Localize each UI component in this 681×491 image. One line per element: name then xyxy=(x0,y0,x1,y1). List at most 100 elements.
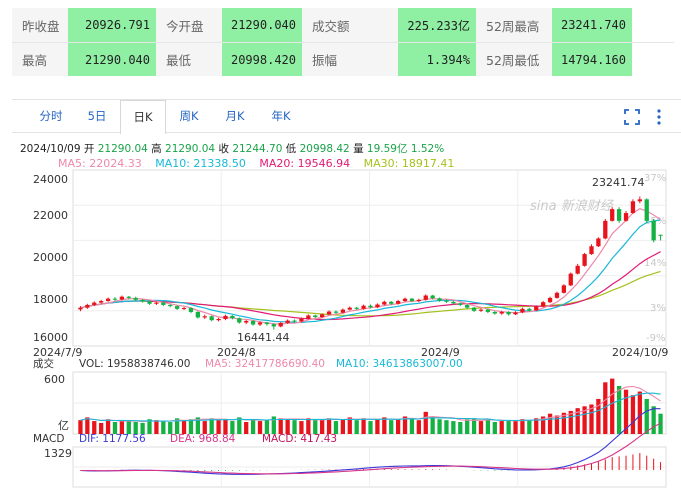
volume-bar xyxy=(133,422,138,434)
candle-body xyxy=(444,300,449,302)
volume-bar xyxy=(292,420,297,434)
volume-bar xyxy=(85,417,90,434)
week52-high-value: 23241.740 xyxy=(552,8,632,42)
low-label: 最低 xyxy=(156,43,222,76)
macd-dif: DIF: 1177.56 xyxy=(79,433,146,445)
pct-tick-37: 37% xyxy=(644,173,666,184)
candle-body xyxy=(133,297,138,300)
candle-body xyxy=(527,308,532,311)
tab-monthly-k[interactable]: 月K xyxy=(225,109,245,123)
tab-5day[interactable]: 5日 xyxy=(87,109,107,123)
volume-bar xyxy=(119,420,125,434)
ma20-legend: MA20: 19546.94 xyxy=(259,157,351,170)
volume-bar xyxy=(271,416,276,434)
candle-body xyxy=(140,299,145,302)
info-low: 20998.42 xyxy=(299,143,350,155)
volume-bar xyxy=(409,418,415,434)
volume-bar xyxy=(623,389,629,434)
volume-bar xyxy=(333,421,339,434)
volume-bar xyxy=(395,419,401,434)
min-price-annotation: 16441.44 xyxy=(237,331,290,344)
candle-body xyxy=(471,307,477,311)
volume-bar xyxy=(534,418,539,434)
volume-bar xyxy=(313,420,318,434)
turnover-value: 225.233亿 xyxy=(398,8,476,42)
volume-bar xyxy=(244,422,249,434)
volume-bar xyxy=(209,418,214,434)
candle-body xyxy=(513,312,518,315)
volume-ma10-line xyxy=(80,392,661,422)
candle-body xyxy=(202,316,207,318)
amplitude-label: 振幅 xyxy=(302,43,398,76)
info-close: 21244.70 xyxy=(232,143,283,155)
volume-bar xyxy=(465,419,470,434)
volume-bar xyxy=(168,422,173,434)
volume-bar xyxy=(616,386,622,434)
candle-body xyxy=(257,322,263,325)
candle-body xyxy=(596,238,601,247)
candle-body xyxy=(651,220,656,241)
volume-bar xyxy=(257,421,263,434)
volume-bar xyxy=(402,416,408,434)
candle-body xyxy=(92,302,97,305)
candle-body xyxy=(147,301,152,304)
volume-bar xyxy=(354,420,359,434)
info-close-label: 收 xyxy=(218,143,229,155)
info-change: 1.52% xyxy=(410,143,445,155)
candle-body xyxy=(437,298,442,301)
candle-body xyxy=(485,309,491,312)
ma10-line xyxy=(80,219,661,324)
volume-ma10: MA10: 34613863007.00 xyxy=(336,358,463,370)
ma30-line xyxy=(80,270,661,317)
x-label-end: 2024/10/9 xyxy=(612,346,668,359)
tab-daily-k[interactable]: 日K xyxy=(120,100,166,134)
expand-icon[interactable] xyxy=(623,108,641,126)
open-label: 今开盘 xyxy=(156,8,222,42)
candle-body xyxy=(174,306,180,309)
prev-close-label: 昨收盘 xyxy=(12,8,68,42)
pct-tick-3: 3% xyxy=(650,303,666,314)
info-vol-label: 量 xyxy=(353,143,364,155)
volume-bar xyxy=(147,419,152,434)
info-low-label: 低 xyxy=(285,143,297,155)
candle-body xyxy=(361,305,366,309)
volume-bar xyxy=(610,378,615,434)
volume-bar xyxy=(264,420,270,434)
volume-bar xyxy=(195,417,200,434)
amplitude-value: 1.394% xyxy=(398,43,476,76)
candle-body xyxy=(382,301,387,305)
volume-bar xyxy=(437,419,442,434)
candle-body xyxy=(168,304,173,307)
more-icon[interactable] xyxy=(650,108,668,126)
ma5-legend: MA5: 22024.33 xyxy=(58,157,142,170)
volume-bar xyxy=(630,395,636,434)
candle-body xyxy=(292,320,297,322)
turnover-label: 成交额 xyxy=(302,8,398,42)
volume-label: 成交 xyxy=(33,357,54,370)
candle-body xyxy=(216,319,221,321)
y-tick-22000: 22000 xyxy=(33,209,68,222)
open-value: 21290.040 xyxy=(222,8,302,42)
macd-label: MACD xyxy=(33,433,64,445)
candle-body xyxy=(547,297,553,303)
volume-bar xyxy=(444,420,449,434)
volume-bar xyxy=(520,419,525,434)
info-high-label: 高 xyxy=(151,143,162,155)
volume-bar xyxy=(637,391,642,434)
candle-body xyxy=(610,209,615,221)
candle-body xyxy=(409,298,415,302)
candle-body xyxy=(458,303,463,305)
tab-intraday[interactable]: 分时 xyxy=(39,109,63,123)
candle-body xyxy=(333,311,339,313)
x-label-sep: 2024/9 xyxy=(421,346,460,359)
candle-body xyxy=(195,311,200,318)
volume-bar xyxy=(658,413,663,434)
volume-bar xyxy=(237,417,242,434)
candle-body xyxy=(285,320,290,323)
tab-weekly-k[interactable]: 周K xyxy=(179,109,199,123)
week52-high-label: 52周最高 xyxy=(476,8,552,42)
candle-body xyxy=(368,305,373,308)
candle-body xyxy=(568,273,573,286)
volume-bar xyxy=(216,420,221,434)
tab-yearly-k[interactable]: 年K xyxy=(271,109,291,123)
